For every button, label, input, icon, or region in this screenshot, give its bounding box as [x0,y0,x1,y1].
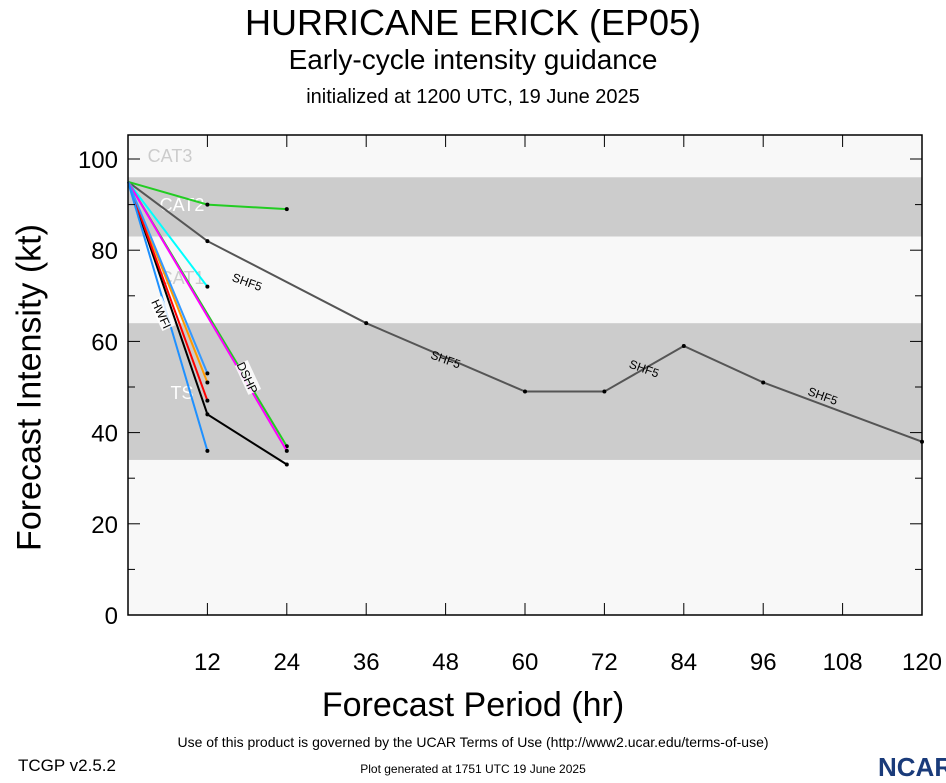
data-point [205,202,210,207]
line-label-bg [148,296,176,332]
x-axis-label: Forecast Period (hr) [321,686,625,724]
data-point [205,448,210,453]
data-point [205,239,210,244]
data-point [205,412,210,417]
chart-subtitle: Early-cycle intensity guidance [288,44,658,75]
ncar-logo: NCAR [878,752,946,782]
y-tick-label: 20 [91,512,118,539]
chart-title: HURRICANE ERICK (EP05) [244,2,702,43]
data-point [284,462,289,467]
band-label: CAT3 [148,146,193,166]
x-tick-label: 84 [670,649,697,676]
x-tick-label: 48 [432,649,459,676]
intensity-band [128,459,922,615]
series-line-shf5 [127,180,923,443]
series-line [127,181,288,452]
generated-time: Plot generated at 1751 UTC 19 June 2025 [360,762,586,776]
y-axis-label: Forecast Intensity (kt) [10,224,49,551]
intensity-band [128,236,922,324]
band-label: TS [170,383,193,403]
y-tick-label: 60 [91,329,118,356]
x-tick-label: 24 [273,649,300,676]
terms-notice: Use of this product is governed by the U… [177,734,769,750]
y-tick-label: 80 [91,238,118,265]
version: TCGP v2.5.2 [18,756,116,775]
x-tick-label: 120 [902,649,942,676]
y-tick-label: 40 [91,421,118,448]
x-tick-label: 72 [591,649,618,676]
data-point [205,284,210,289]
x-tick-label: 96 [750,649,777,676]
data-point [284,207,289,212]
x-tick-label: 12 [194,649,221,676]
line-label-bg [234,359,262,395]
data-point [523,389,527,394]
series-line [127,181,209,288]
x-tick-label: 108 [823,649,863,676]
data-point [284,448,289,453]
series-line [127,181,209,374]
data-point [205,380,210,385]
init-time: initialized at 1200 UTC, 19 June 2025 [306,86,640,108]
data-point [761,380,766,385]
series-line [127,181,209,402]
x-tick-label: 36 [353,649,380,676]
data-point [205,371,210,376]
y-tick-label: 0 [105,603,118,630]
x-tick-label: 60 [512,649,539,676]
data-point [205,398,210,403]
y-tick-label: 100 [78,147,118,174]
data-point [602,389,607,394]
data-point [681,343,686,348]
data-point [364,321,369,326]
